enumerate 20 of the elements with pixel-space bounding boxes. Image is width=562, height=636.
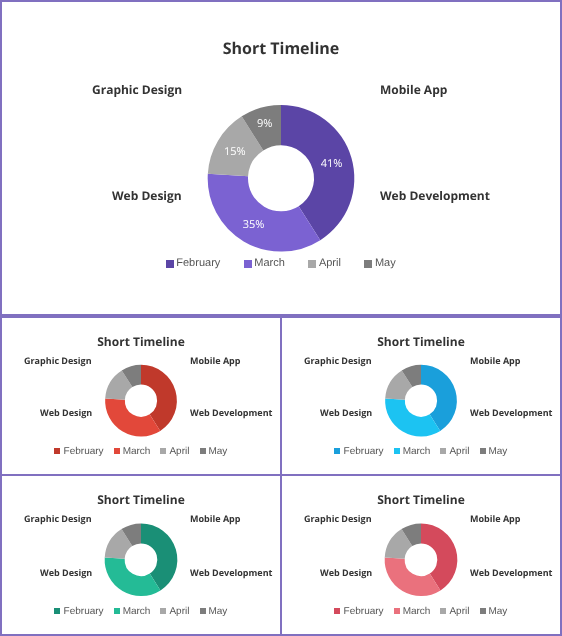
donut-slice — [104, 557, 161, 597]
donut-slice — [241, 104, 281, 151]
donut-slice — [401, 364, 421, 388]
donut-slice — [384, 557, 441, 597]
donut-slice — [385, 370, 413, 400]
donut-slice — [141, 364, 177, 431]
donut-slice — [421, 523, 458, 591]
donut-slice — [104, 529, 133, 559]
donut-slice — [384, 529, 413, 559]
donut-slice — [385, 398, 441, 437]
donut-slice — [421, 364, 457, 431]
donut-slice — [401, 523, 421, 546]
donut-slice — [105, 398, 161, 437]
donut-slice — [281, 104, 355, 241]
donut-slice — [141, 523, 178, 591]
donut-slice — [121, 523, 141, 546]
donut-slice — [207, 173, 321, 252]
chart-title: Short Timeline — [222, 38, 340, 61]
donut-slice — [105, 370, 133, 400]
donut-slice — [121, 364, 141, 388]
